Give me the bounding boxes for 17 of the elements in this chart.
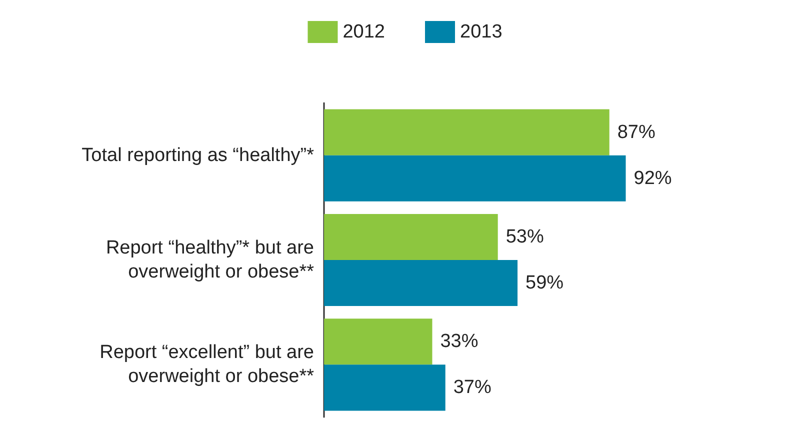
y-tick-label: Total reporting as “healthy”* — [82, 144, 315, 166]
y-tick-label: Report “excellent” but are overweight or obese** — [100, 342, 315, 388]
bar — [324, 260, 518, 306]
data-label: 87% — [617, 122, 656, 143]
legend-label: 2013 — [460, 22, 502, 42]
data-label: 37% — [453, 377, 492, 398]
bar — [324, 318, 432, 365]
data-label: 92% — [634, 168, 672, 189]
bar — [324, 155, 626, 202]
bar — [324, 109, 610, 156]
data-label: 33% — [440, 331, 478, 352]
y-tick-label: Report “healthy”* but are overweight or obese** — [106, 238, 315, 282]
bar — [324, 364, 446, 411]
legend-label: 2012 — [342, 22, 386, 42]
bar — [324, 214, 498, 260]
data-label: 53% — [506, 226, 544, 248]
data-label: 59% — [526, 272, 564, 294]
